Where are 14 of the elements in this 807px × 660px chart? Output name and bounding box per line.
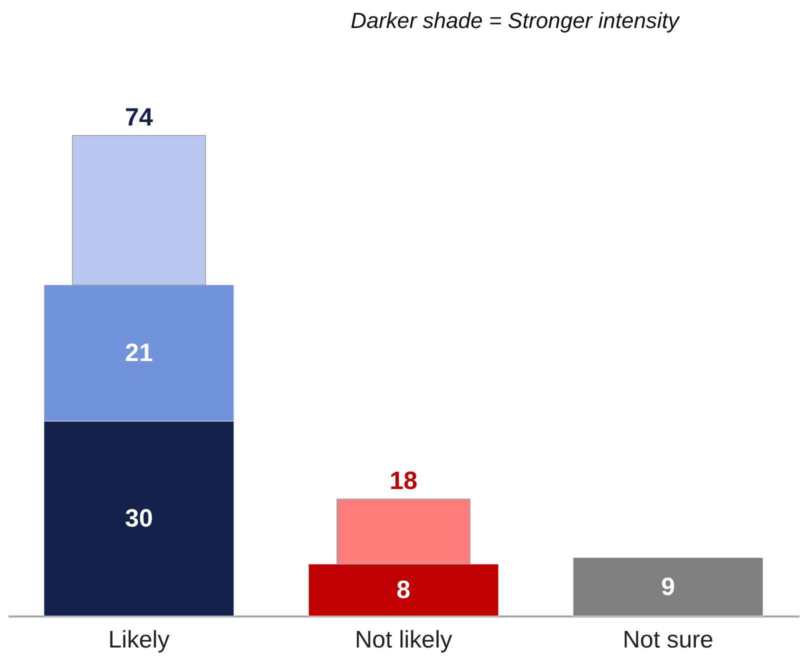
data-label: 9 — [661, 572, 675, 601]
x-tick-label: Likely — [108, 626, 170, 654]
x-tick-label: Not likely — [354, 626, 452, 654]
bar — [572, 557, 764, 616]
bar — [308, 564, 499, 616]
total-label: 18 — [390, 467, 418, 496]
bar — [336, 498, 470, 565]
total-label: 74 — [125, 103, 153, 132]
text: Darker shade = Stronger intensity — [350, 8, 681, 33]
data-label: 8 — [396, 576, 411, 604]
bar — [72, 134, 206, 286]
x-tick-label: Not sure — [622, 626, 714, 654]
data-label: 30 — [125, 504, 153, 533]
data-label: 21 — [125, 339, 153, 368]
